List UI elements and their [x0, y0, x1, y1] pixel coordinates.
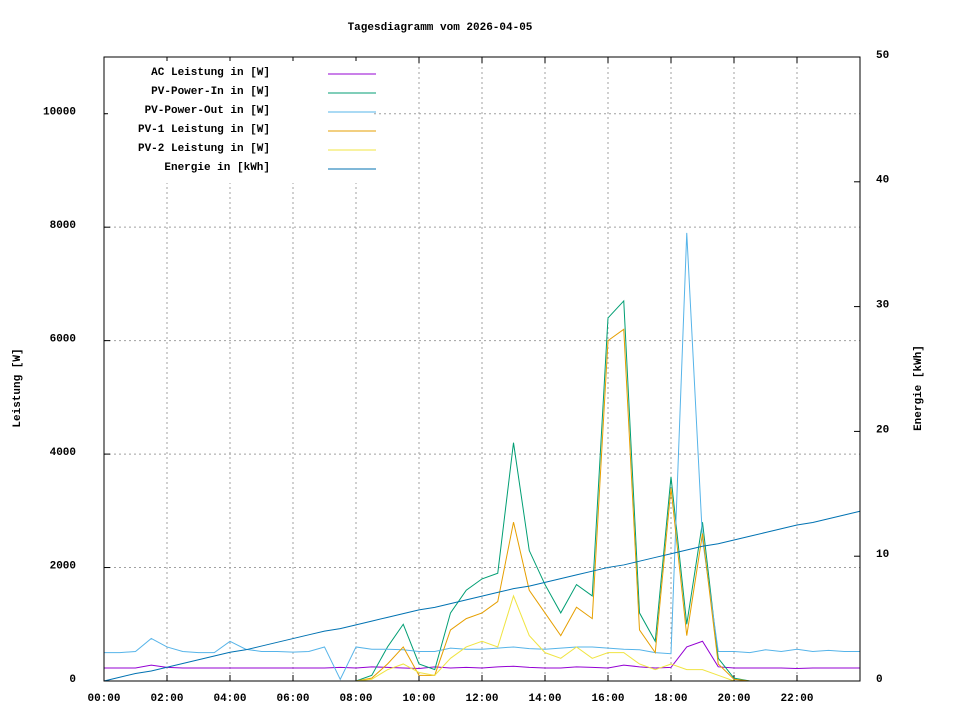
y-tick-label: 2000	[50, 560, 76, 572]
y2-tick-label: 20	[876, 424, 889, 436]
x-tick-label: 12:00	[465, 693, 498, 705]
y-tick-label: 10000	[43, 107, 76, 119]
legend-label: PV-1 Leistung in [W]	[138, 124, 270, 136]
x-tick-label: 08:00	[339, 693, 372, 705]
x-tick-label: 00:00	[87, 693, 120, 705]
line-series	[104, 232, 860, 681]
y2-tick-label: 50	[876, 50, 889, 62]
chart-title: Tagesdiagramm vom 2026-04-05	[348, 22, 533, 34]
x-tick-label: 10:00	[402, 693, 435, 705]
x-tick-label: 02:00	[150, 693, 183, 705]
legend-box	[108, 61, 374, 183]
line-series	[104, 640, 860, 670]
y-tick-label: 4000	[50, 447, 76, 459]
legend-label: AC Leistung in [W]	[151, 67, 270, 79]
y2-tick-label: 30	[876, 300, 889, 312]
x-tick-label: 06:00	[276, 693, 309, 705]
legend-label: PV-Power-Out in [W]	[145, 105, 270, 117]
y2-axis-label: Energie [kWh]	[913, 345, 925, 431]
y2-tick-label: 40	[876, 175, 889, 187]
y-tick-label: 8000	[50, 220, 76, 232]
plot-border	[103, 56, 861, 682]
x-tick-label: 20:00	[717, 693, 750, 705]
y-tick-label: 6000	[50, 334, 76, 346]
x-tick-label: 18:00	[654, 693, 687, 705]
x-tick-label: 22:00	[780, 693, 813, 705]
y-tick-label: 0	[69, 674, 76, 686]
legend-label: PV-Power-In in [W]	[151, 86, 270, 98]
y2-tick-label: 0	[876, 674, 883, 686]
y2-tick-label: 10	[876, 549, 889, 561]
line-series	[103, 510, 861, 682]
x-tick-label: 14:00	[528, 693, 561, 705]
legend-label: Energie in [kWh]	[164, 162, 270, 174]
legend-label: PV-2 Leistung in [W]	[138, 143, 270, 155]
x-tick-label: 04:00	[213, 693, 246, 705]
y-axis-label: Leistung [W]	[12, 348, 24, 427]
x-tick-label: 16:00	[591, 693, 624, 705]
